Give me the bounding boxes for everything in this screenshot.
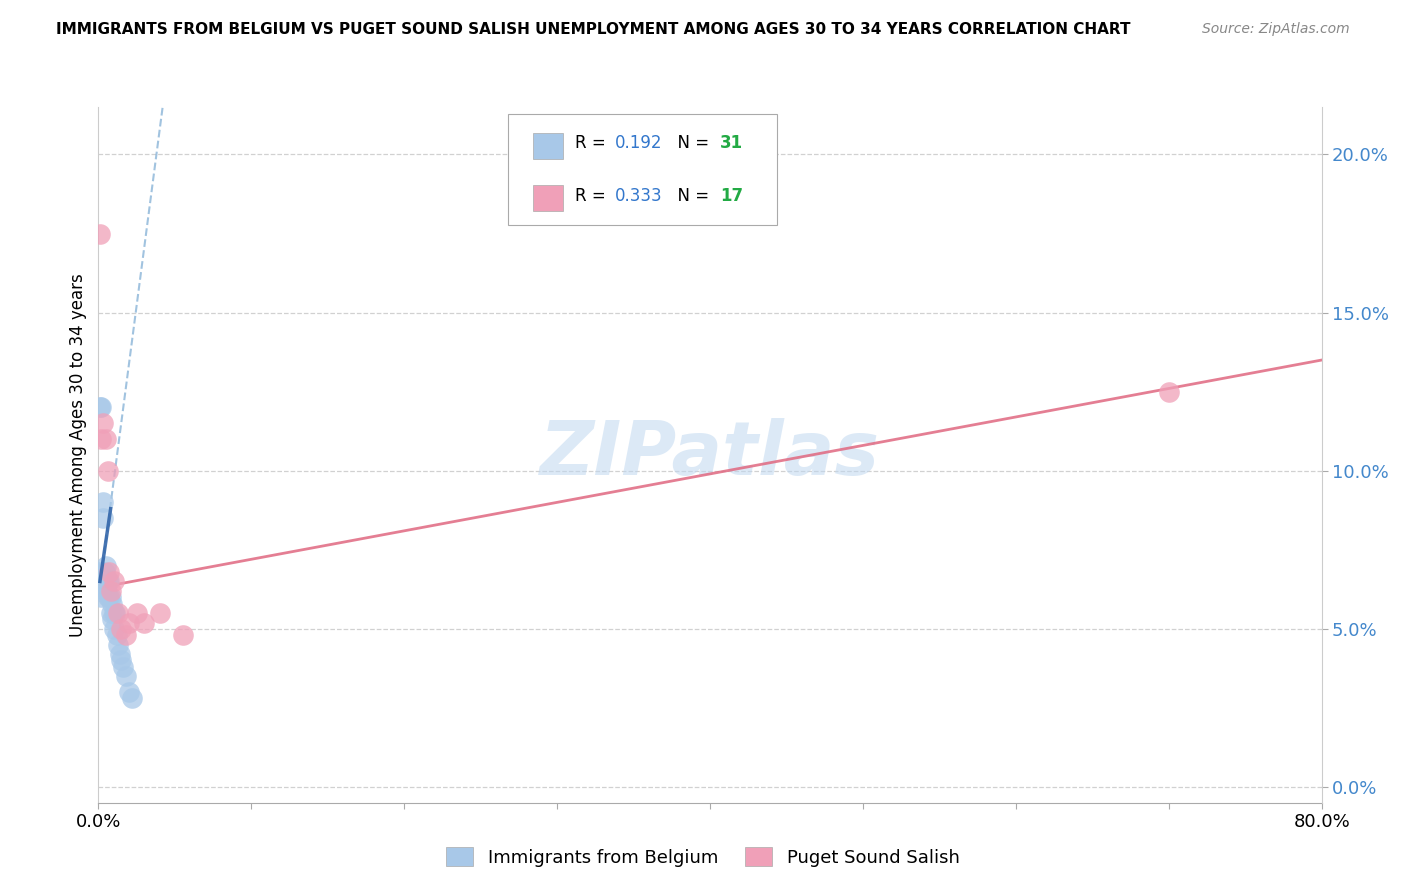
Point (149, 606, 172, 620)
Point (94, 558, 117, 573)
Point (90, 591, 112, 605)
Point (100, 606, 122, 620)
Point (94, 583, 117, 598)
Point (91, 495, 114, 509)
Point (97, 574, 120, 589)
Point (101, 597, 124, 611)
Point (90, 432, 112, 446)
Point (101, 612, 124, 626)
Point (134, 615, 156, 630)
Point (93, 581, 115, 595)
Point (97, 464, 120, 478)
Text: IMMIGRANTS FROM BELGIUM VS PUGET SOUND SALISH UNEMPLOYMENT AMONG AGES 30 TO 34 Y: IMMIGRANTS FROM BELGIUM VS PUGET SOUND S… (56, 22, 1130, 37)
Point (105, 628, 128, 642)
Point (104, 606, 127, 620)
Point (118, 615, 141, 630)
Legend: Immigrants from Belgium, Puget Sound Salish: Immigrants from Belgium, Puget Sound Sal… (439, 840, 967, 874)
Point (97, 591, 120, 605)
Point (172, 628, 194, 642)
Point (107, 638, 129, 652)
Point (90, 401, 112, 415)
Point (90, 574, 112, 589)
Point (118, 685, 141, 699)
Point (91, 511, 114, 525)
Point (1157, 384, 1180, 399)
Point (125, 606, 148, 620)
Text: R =: R = (575, 187, 612, 205)
Text: 17: 17 (720, 187, 742, 205)
Point (98, 565, 121, 579)
Point (121, 691, 143, 706)
Point (100, 591, 122, 605)
Point (89, 565, 111, 579)
Point (103, 606, 125, 620)
Point (103, 574, 125, 589)
Text: 31: 31 (720, 134, 742, 153)
Point (91, 417, 114, 431)
Point (98, 574, 121, 589)
Y-axis label: Unemployment Among Ages 30 to 34 years: Unemployment Among Ages 30 to 34 years (69, 273, 87, 637)
Point (94, 432, 117, 446)
Bar (533, 133, 564, 159)
Point (98, 591, 121, 605)
Point (115, 628, 138, 642)
Point (110, 622, 132, 636)
Point (94, 574, 117, 589)
Point (107, 606, 129, 620)
Text: 0.333: 0.333 (614, 187, 662, 205)
Bar (533, 185, 564, 211)
Point (108, 647, 131, 661)
Text: N =: N = (668, 187, 714, 205)
Point (110, 653, 132, 667)
Point (89, 401, 111, 415)
FancyBboxPatch shape (508, 114, 778, 226)
Text: ZIPatlas: ZIPatlas (540, 418, 880, 491)
Point (103, 622, 125, 636)
Text: N =: N = (668, 134, 714, 153)
Point (115, 669, 138, 683)
Point (111, 660, 134, 674)
Point (93, 565, 115, 579)
Text: Source: ZipAtlas.com: Source: ZipAtlas.com (1202, 22, 1350, 37)
Point (89, 227, 111, 241)
Point (100, 583, 122, 598)
Text: R =: R = (575, 134, 612, 153)
Text: 0.192: 0.192 (614, 134, 662, 153)
